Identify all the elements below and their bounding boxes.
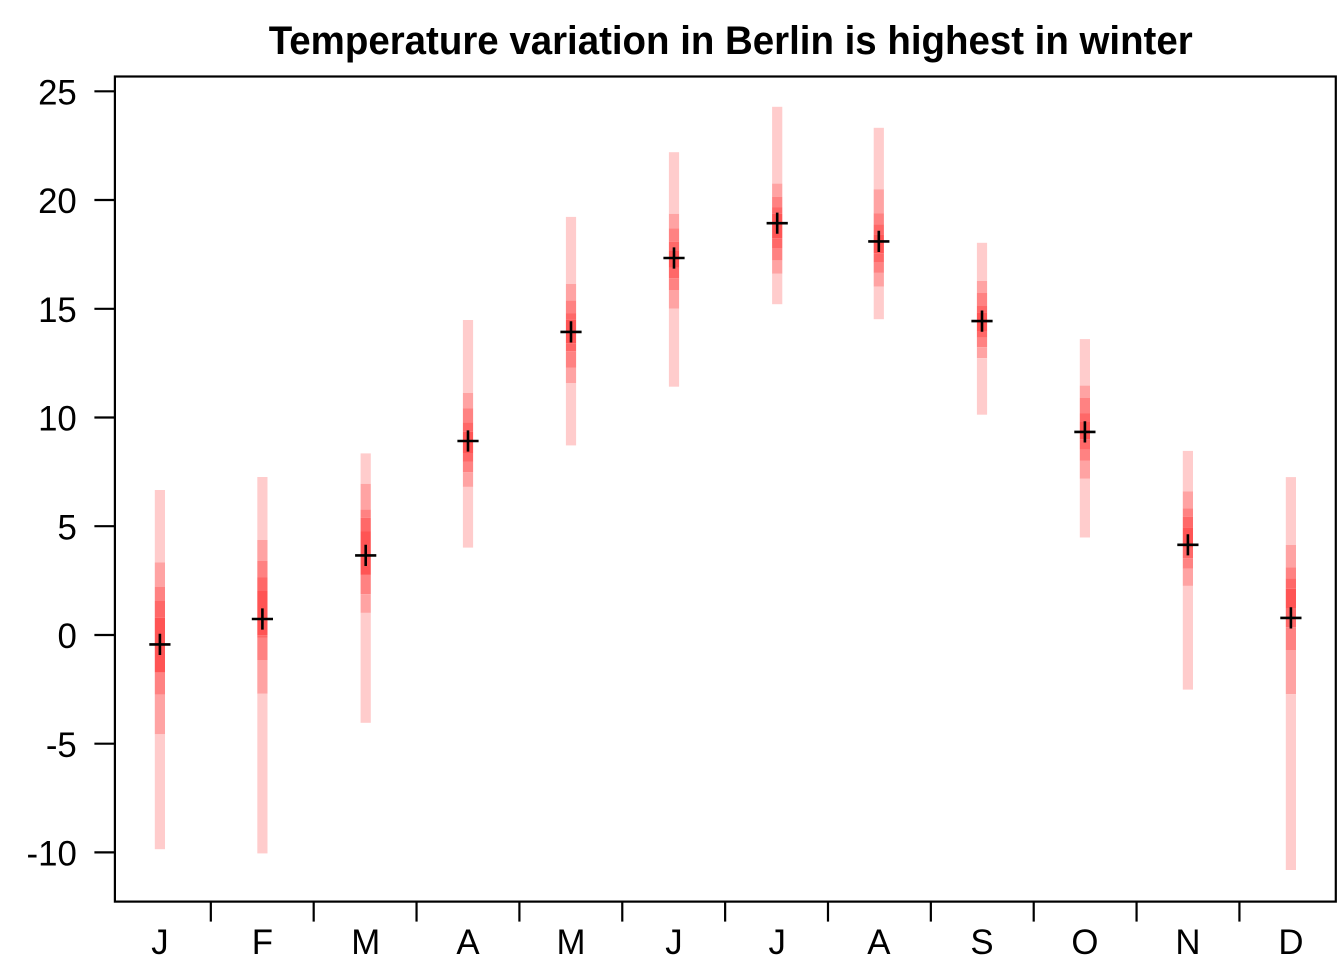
- svg-text:S: S: [970, 923, 993, 960]
- svg-text:M: M: [351, 923, 380, 960]
- svg-text:M: M: [557, 923, 586, 960]
- svg-text:-10: -10: [27, 835, 77, 874]
- svg-text:-5: -5: [46, 726, 77, 765]
- svg-text:25: 25: [38, 73, 77, 112]
- svg-text:5: 5: [57, 508, 76, 547]
- svg-text:D: D: [1278, 923, 1303, 960]
- svg-text:20: 20: [38, 182, 77, 221]
- svg-text:F: F: [252, 923, 273, 960]
- svg-text:J: J: [665, 923, 682, 960]
- svg-text:N: N: [1175, 923, 1200, 960]
- svg-text:0: 0: [57, 617, 76, 656]
- svg-text:J: J: [768, 923, 785, 960]
- svg-text:O: O: [1071, 923, 1098, 960]
- svg-text:Temperature variation in Berli: Temperature variation in Berlin is highe…: [269, 18, 1193, 63]
- svg-text:J: J: [151, 923, 168, 960]
- svg-text:15: 15: [38, 291, 77, 330]
- svg-text:A: A: [456, 923, 480, 960]
- svg-text:10: 10: [38, 400, 77, 439]
- svg-text:A: A: [867, 923, 891, 960]
